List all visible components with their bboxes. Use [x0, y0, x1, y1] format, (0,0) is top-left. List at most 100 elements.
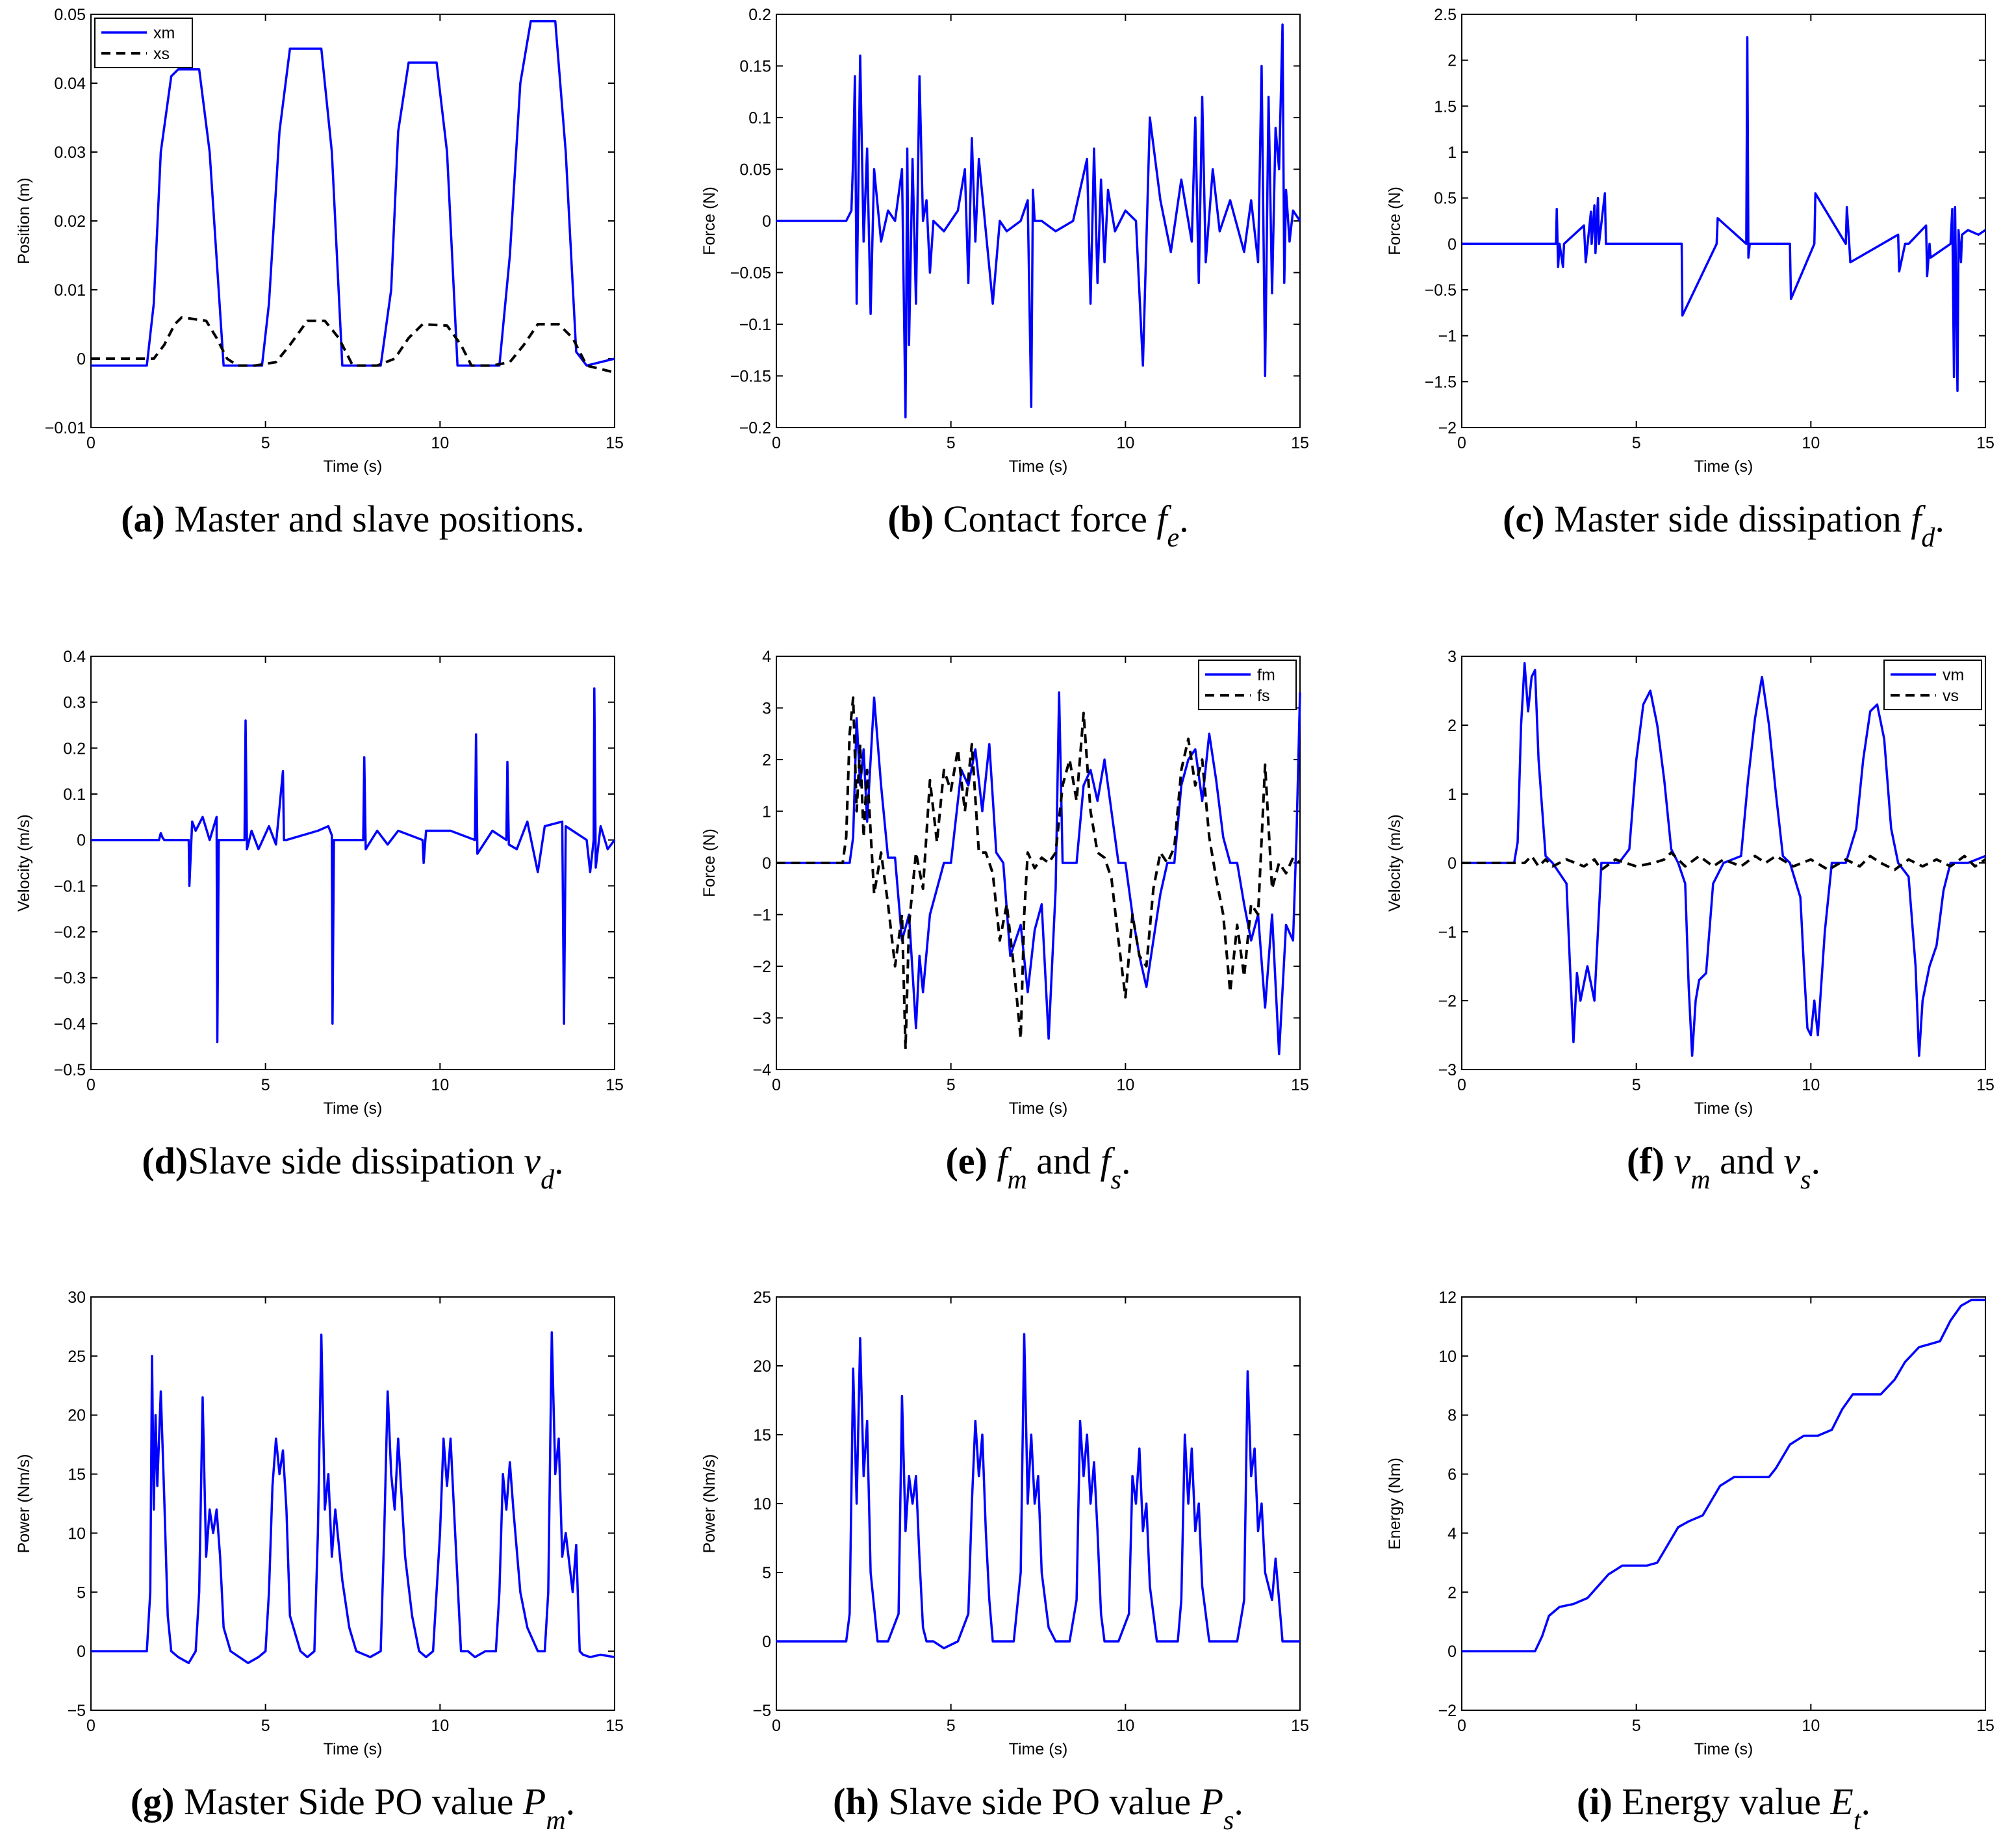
caption-g: (g) Master Side PO value Pm. [131, 1780, 575, 1836]
legend-box [1883, 660, 1982, 710]
caption-part: Master Side PO value [174, 1780, 522, 1823]
caption-part: . [1234, 1780, 1243, 1823]
legend-entry-fs: fs [1257, 687, 1269, 705]
caption-letter: (f) [1627, 1140, 1664, 1182]
caption-part: s [1800, 1165, 1811, 1195]
y-tick-label-a: −0.01 [45, 419, 86, 437]
x-tick-label-f: 5 [1632, 1076, 1641, 1094]
legend-box [1198, 660, 1297, 710]
y-tick-label-a: 0.04 [54, 75, 86, 93]
x-tick-label-f: 10 [1802, 1076, 1820, 1094]
y-tick-label-g: −5 [67, 1702, 86, 1720]
y-tick-label-e: 4 [762, 648, 771, 666]
y-tick-label-c: 0.5 [1434, 190, 1457, 208]
y-tick-label-a: 0.02 [54, 212, 86, 231]
y-tick-label-g: 10 [68, 1524, 86, 1543]
caption-d: (d)Slave side dissipation vd. [142, 1140, 563, 1195]
caption-part: . [1811, 1140, 1820, 1182]
y-axis-label-d: Velocity (m/s) [15, 814, 33, 912]
y-tick-label-c: 1 [1447, 144, 1457, 162]
y-tick-label-i: −2 [1438, 1702, 1457, 1720]
caption-part: Master side dissipation [1544, 498, 1911, 540]
caption-part: . [1861, 1780, 1870, 1823]
legend-a: xm xs [94, 18, 193, 68]
y-tick-label-a: 0.01 [54, 281, 86, 300]
x-tick-label-c: 15 [1976, 434, 1995, 452]
x-axis-label-h: Time (s) [1009, 1740, 1068, 1758]
y-tick-label-g: 25 [68, 1348, 86, 1366]
y-tick-label-d: −0.1 [54, 877, 86, 895]
plot-area-c [1461, 14, 1986, 428]
caption-part: t [1854, 1806, 1862, 1836]
y-axis-label-c: Force (N) [1386, 186, 1404, 255]
y-axis-label-b: Force (N) [700, 186, 719, 255]
y-tick-label-a: 0.05 [54, 6, 86, 24]
x-axis-label-a: Time (s) [324, 457, 383, 476]
y-tick-label-d: −0.2 [54, 923, 86, 942]
caption-part: v [1783, 1140, 1800, 1182]
chart-e: 0 5 10 15 −4 −3 −2 −1 0 1 2 3 4 Time (s) Force (N) fm fs… [700, 648, 1309, 1195]
caption-part: . [554, 1140, 564, 1182]
series-line-xm [91, 19, 615, 367]
y-tick-label-i: 8 [1447, 1407, 1457, 1425]
caption-part: e [1167, 523, 1179, 553]
y-tick-label-e: 2 [762, 751, 771, 769]
y-tick-label-c: −2 [1438, 419, 1457, 437]
y-tick-label-i: 10 [1438, 1348, 1457, 1366]
y-tick-label-b: 0.1 [748, 109, 771, 127]
x-tick-label-c: 5 [1632, 434, 1641, 452]
y-tick-label-c: 1.5 [1434, 97, 1457, 116]
y-tick-label-g: 0 [77, 1643, 86, 1661]
caption-part: P [522, 1780, 546, 1823]
caption-part: Slave side PO value [879, 1780, 1201, 1823]
y-tick-label-e: −1 [752, 906, 771, 925]
x-tick-label-i: 10 [1802, 1717, 1820, 1735]
y-tick-label-b: 0.05 [739, 161, 771, 179]
caption-part: and [1711, 1140, 1784, 1182]
caption-letter: (e) [945, 1140, 987, 1182]
y-tick-label-c: 0 [1447, 235, 1457, 253]
x-tick-label-i: 5 [1632, 1717, 1641, 1735]
y-tick-label-b: 0 [762, 212, 771, 231]
caption-part: s [1111, 1165, 1121, 1195]
x-tick-label-e: 10 [1116, 1076, 1134, 1094]
caption-part: . [566, 1780, 576, 1823]
x-tick-label-i: 0 [1457, 1717, 1466, 1735]
caption-b: (b) Contact force fe. [887, 498, 1188, 553]
y-tick-label-e: −4 [752, 1061, 771, 1079]
y-tick-label-c: −1.5 [1425, 373, 1457, 391]
caption-part: m [1690, 1165, 1710, 1195]
legend-entry-xs: xs [153, 45, 170, 63]
y-tick-label-f: 3 [1447, 648, 1457, 666]
series-line-Ps [776, 1333, 1300, 1650]
y-tick-label-i: 6 [1447, 1466, 1457, 1484]
x-tick-label-b: 15 [1291, 434, 1309, 452]
x-tick-label-h: 0 [772, 1717, 781, 1735]
y-tick-label-c: 2 [1447, 52, 1457, 70]
y-tick-label-d: −0.5 [54, 1061, 86, 1079]
y-tick-label-c: −0.5 [1425, 281, 1457, 300]
y-tick-label-h: 0 [762, 1633, 771, 1651]
x-tick-label-d: 15 [605, 1076, 624, 1094]
caption-part: E [1829, 1780, 1853, 1823]
x-tick-label-a: 15 [605, 434, 624, 452]
caption-part: P [1200, 1780, 1223, 1823]
caption-i: (i) Energy value Et. [1577, 1780, 1870, 1836]
y-tick-label-d: 0.3 [63, 694, 86, 712]
y-axis-label-f: Velocity (m/s) [1386, 814, 1404, 912]
series-line-vd [91, 687, 616, 1044]
caption-f: (f) vm and vs. [1627, 1140, 1820, 1195]
caption-part: Master and slave positions. [165, 498, 585, 540]
x-tick-label-e: 0 [772, 1076, 781, 1094]
x-tick-label-a: 0 [86, 434, 96, 452]
y-axis-label-a: Position (m) [15, 177, 33, 264]
y-tick-label-f: 2 [1447, 717, 1457, 735]
y-tick-label-e: −3 [752, 1010, 771, 1028]
y-axis-label-h: Power (Nm/s) [700, 1454, 719, 1554]
y-tick-label-i: 12 [1438, 1289, 1457, 1307]
series-line-Pm [91, 1331, 615, 1665]
plot-area-a [90, 14, 615, 428]
y-tick-label-g: 5 [77, 1584, 86, 1602]
